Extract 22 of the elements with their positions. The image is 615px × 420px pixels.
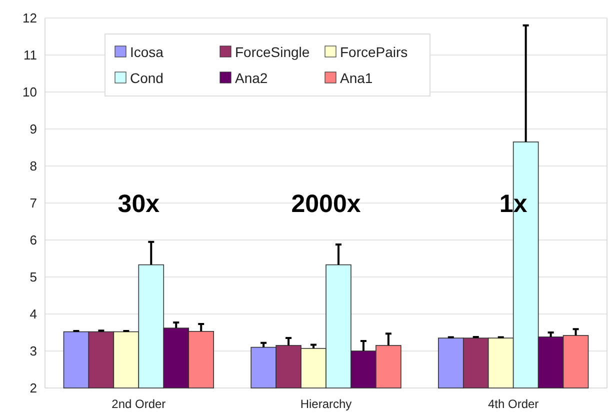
- y-tick-label: 9: [30, 122, 37, 137]
- y-tick-label: 8: [30, 158, 37, 174]
- legend-label: ForceSingle: [235, 44, 310, 60]
- y-tick-label: 5: [30, 270, 37, 285]
- legend-label: ForcePairs: [340, 44, 408, 60]
- legend-label: Ana2: [235, 70, 268, 86]
- y-tick-label: 2: [30, 380, 37, 396]
- legend-label: Cond: [130, 70, 164, 86]
- annotation: 2000x: [291, 190, 361, 218]
- y-tick-label: 10: [22, 84, 37, 100]
- y-tick-label: 6: [30, 232, 37, 248]
- x-tick-label: Hierarchy: [300, 397, 352, 411]
- x-tick-label: 2nd Order: [112, 397, 166, 411]
- y-tick-label: 4: [30, 306, 37, 322]
- annotation: 30x: [118, 190, 160, 218]
- y-tick-label: 12: [22, 10, 37, 26]
- legend-label: Ana1: [340, 70, 373, 86]
- y-tick-label: 7: [30, 196, 37, 211]
- x-tick-label: 4th Order: [488, 397, 539, 411]
- y-tick-label: 11: [24, 48, 37, 63]
- legend-label: Icosa: [130, 44, 164, 60]
- y-tick-label: 3: [30, 344, 37, 359]
